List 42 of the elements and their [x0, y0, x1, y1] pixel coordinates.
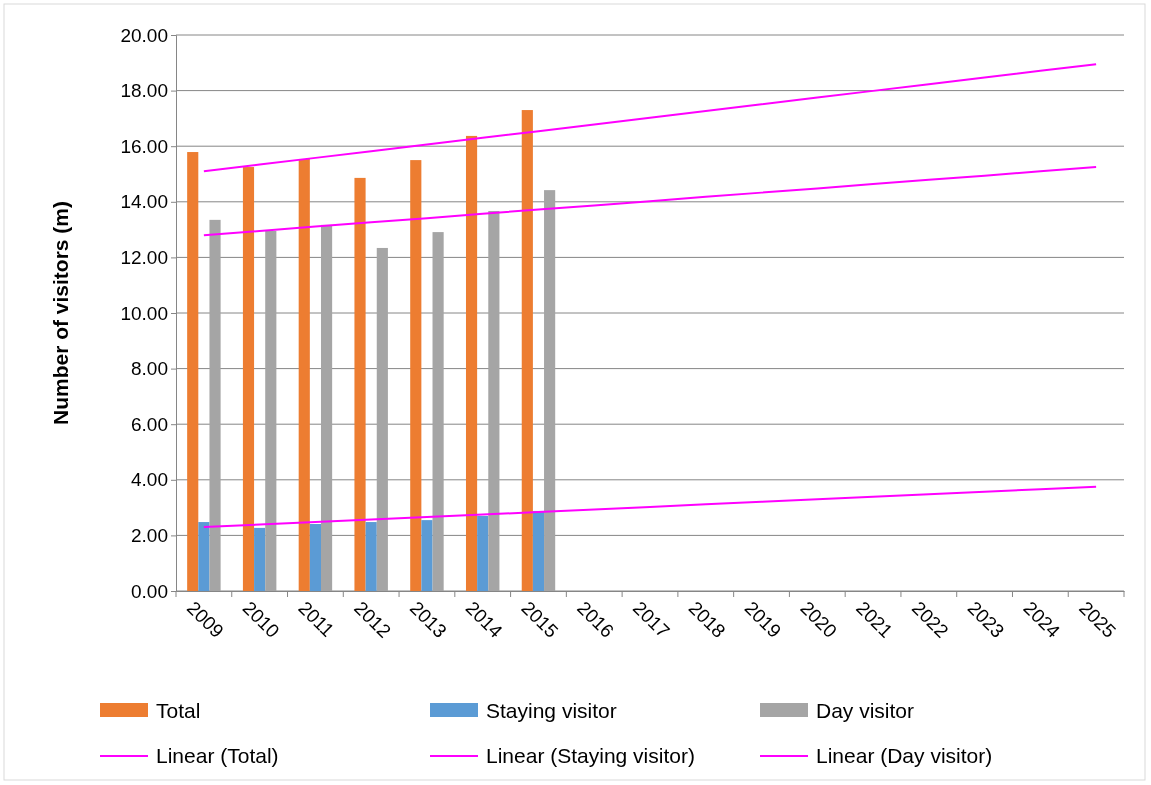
bar: [298, 158, 310, 591]
bar: [477, 515, 489, 591]
bar: [488, 210, 500, 591]
y-tick-label: 8.00: [131, 358, 168, 380]
bar: [242, 167, 255, 591]
bar: [465, 135, 478, 591]
legend-label: Day visitor: [816, 699, 915, 722]
legend-label: Total: [156, 699, 201, 722]
bar: [421, 520, 433, 591]
y-tick-label: 10.00: [120, 302, 168, 324]
line-series: [202, 63, 1098, 173]
line-series: [202, 485, 1098, 529]
y-tick-label: 0.00: [131, 580, 168, 602]
bar: [187, 152, 199, 591]
bar: [309, 524, 321, 591]
y-axis-title: Number of visitors (m): [49, 200, 72, 426]
line-series: [202, 166, 1098, 237]
y-tick-label: 18.00: [120, 80, 168, 102]
bar: [410, 160, 422, 591]
bar: [432, 232, 444, 591]
y-tick-label: 14.00: [120, 191, 168, 213]
legend-label: Linear (Day visitor): [816, 744, 993, 767]
bar: [544, 190, 556, 591]
bar: [209, 219, 221, 591]
bar: [354, 177, 366, 591]
y-tick-label: 16.00: [120, 135, 168, 157]
legend-label: Staying visitor: [486, 699, 617, 722]
bar: [254, 527, 266, 591]
bar: [265, 230, 277, 591]
bar: [365, 522, 377, 591]
y-tick-label: 12.00: [120, 246, 168, 268]
y-tick-label: 20.00: [120, 24, 168, 46]
bar: [376, 247, 388, 591]
y-tick-label: 4.00: [131, 469, 168, 491]
bar: [198, 522, 210, 591]
legend-label: Linear (Staying visitor): [486, 744, 695, 767]
bar: [532, 510, 545, 591]
bar: [320, 224, 333, 591]
legend-label: Linear (Total): [156, 744, 279, 767]
bar: [521, 110, 533, 591]
y-tick-label: 6.00: [131, 413, 168, 435]
y-tick-label: 2.00: [131, 524, 168, 546]
